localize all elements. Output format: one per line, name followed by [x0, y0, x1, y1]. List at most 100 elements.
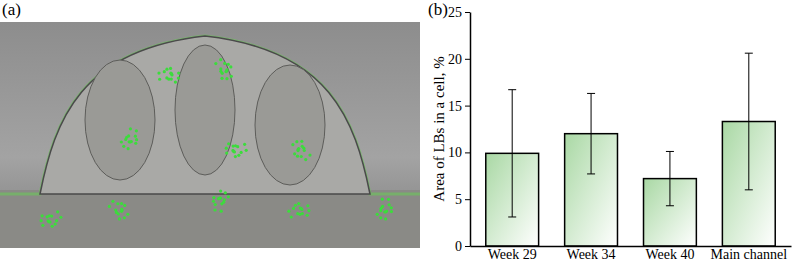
micrograph-droplet: [234, 155, 237, 158]
x-tick-label: Week 34: [567, 247, 616, 262]
micrograph-droplet: [237, 154, 240, 157]
micrograph-droplet: [227, 195, 230, 198]
x-axis: Week 29Week 34Week 40Main channel: [471, 246, 792, 262]
y-tick-label: 25: [448, 5, 462, 20]
micrograph-droplet: [295, 140, 298, 143]
x-tick-label: Main channel: [711, 247, 788, 262]
micrograph-droplet: [219, 190, 222, 193]
micrograph-droplet: [287, 210, 290, 213]
micrograph-droplet: [217, 197, 220, 200]
micrograph-droplet: [163, 70, 166, 73]
micrograph-droplet: [301, 212, 304, 215]
micrograph-droplet: [379, 216, 382, 219]
panel-label: (b): [428, 0, 448, 19]
micrograph-droplet: [307, 209, 310, 212]
y-axis-line: [470, 13, 472, 247]
error-bar-cap: [508, 89, 516, 90]
micrograph-droplet: [300, 140, 303, 143]
micrograph-droplet: [40, 219, 43, 222]
micrograph-droplet: [54, 222, 57, 225]
micrograph-droplet: [117, 212, 120, 215]
micrograph-droplet: [232, 150, 235, 153]
micrograph-droplet: [170, 72, 173, 75]
figure: (a)(b)0510152025Week 29Week 34Week 40Mai…: [0, 0, 796, 265]
micrograph-droplet: [233, 150, 236, 153]
y-tick-label: 10: [448, 145, 462, 160]
micrograph-droplet: [299, 206, 302, 209]
micrograph-droplet: [390, 206, 393, 209]
micrograph-droplet: [134, 142, 137, 145]
micrograph-droplet: [120, 202, 123, 205]
y-tick-label: 0: [455, 239, 462, 254]
micrograph-droplet: [134, 135, 137, 138]
y-axis: 0510152025: [448, 5, 471, 254]
error-bar: [587, 93, 595, 173]
micrograph-droplet: [296, 149, 299, 152]
micrograph-droplet: [245, 149, 248, 152]
micrograph-droplet: [111, 200, 114, 203]
y-tick: 20: [448, 52, 470, 67]
micrograph-droplet: [41, 224, 44, 227]
micrograph-droplet: [51, 225, 54, 228]
micrograph-droplet: [225, 77, 228, 80]
micrograph-droplet: [304, 158, 307, 161]
x-tick: Week 34: [567, 246, 616, 262]
micrograph-droplet: [127, 147, 130, 150]
x-tick: Main channel: [711, 246, 788, 262]
micrograph-droplet: [384, 210, 387, 213]
micrograph-droplet: [118, 217, 121, 220]
micrograph: [0, 22, 420, 248]
micrograph-droplet: [116, 202, 119, 205]
micrograph-dome: [40, 36, 370, 194]
micrograph-droplet: [120, 208, 123, 211]
micrograph-background: [0, 22, 420, 248]
x-tick: Week 29: [488, 246, 537, 262]
error-bar-line: [748, 53, 749, 190]
y-tick: 10: [448, 145, 470, 160]
micrograph-droplet: [240, 151, 243, 154]
micrograph-droplet: [123, 216, 126, 219]
micrograph-droplet: [230, 75, 233, 78]
micrograph-droplet: [55, 219, 58, 222]
micrograph-droplet: [296, 155, 299, 158]
y-tick: 5: [455, 192, 470, 207]
error-bar-cap: [587, 173, 595, 174]
plot-area: [486, 53, 775, 246]
micrograph-channel: [0, 190, 420, 248]
micrograph-droplet: [174, 80, 177, 83]
micrograph-droplet: [297, 202, 300, 205]
micrograph-droplet: [243, 143, 246, 146]
micrograph-droplet: [123, 204, 126, 207]
micrograph-droplet: [177, 71, 180, 74]
micrograph-droplet: [376, 213, 379, 216]
micrograph-droplet: [223, 62, 226, 65]
micrograph-droplet: [387, 198, 390, 201]
micrograph-droplet: [221, 72, 224, 75]
micrograph-droplet: [214, 62, 217, 65]
y-tick-label: 20: [448, 52, 462, 67]
micrograph-droplet: [214, 203, 217, 206]
error-bar-cap: [666, 151, 674, 152]
micrograph-droplet: [177, 76, 180, 79]
micrograph-droplet: [124, 138, 127, 141]
micrograph-droplet: [158, 78, 161, 81]
micrograph-droplet: [225, 68, 228, 71]
micrograph-droplet: [169, 72, 172, 75]
micrograph-droplet: [232, 145, 235, 148]
y-tick-label: 5: [455, 192, 462, 207]
micrograph-droplet: [292, 207, 295, 210]
micrograph-droplet: [108, 205, 111, 208]
micrograph-droplet: [218, 196, 221, 199]
micrograph-droplet: [220, 210, 223, 213]
micrograph-droplet: [212, 196, 215, 199]
micrograph-droplet: [290, 215, 293, 218]
micrograph-droplet: [130, 140, 133, 143]
micrograph-droplet: [291, 143, 294, 146]
y-tick-mark: [465, 152, 470, 153]
micrograph-droplet: [129, 127, 132, 130]
error-bar-cap: [587, 93, 595, 94]
micrograph-droplet: [56, 210, 59, 213]
micrograph-droplet: [388, 203, 391, 206]
micrograph-droplet: [306, 214, 309, 217]
y-tick: 25: [448, 5, 470, 20]
